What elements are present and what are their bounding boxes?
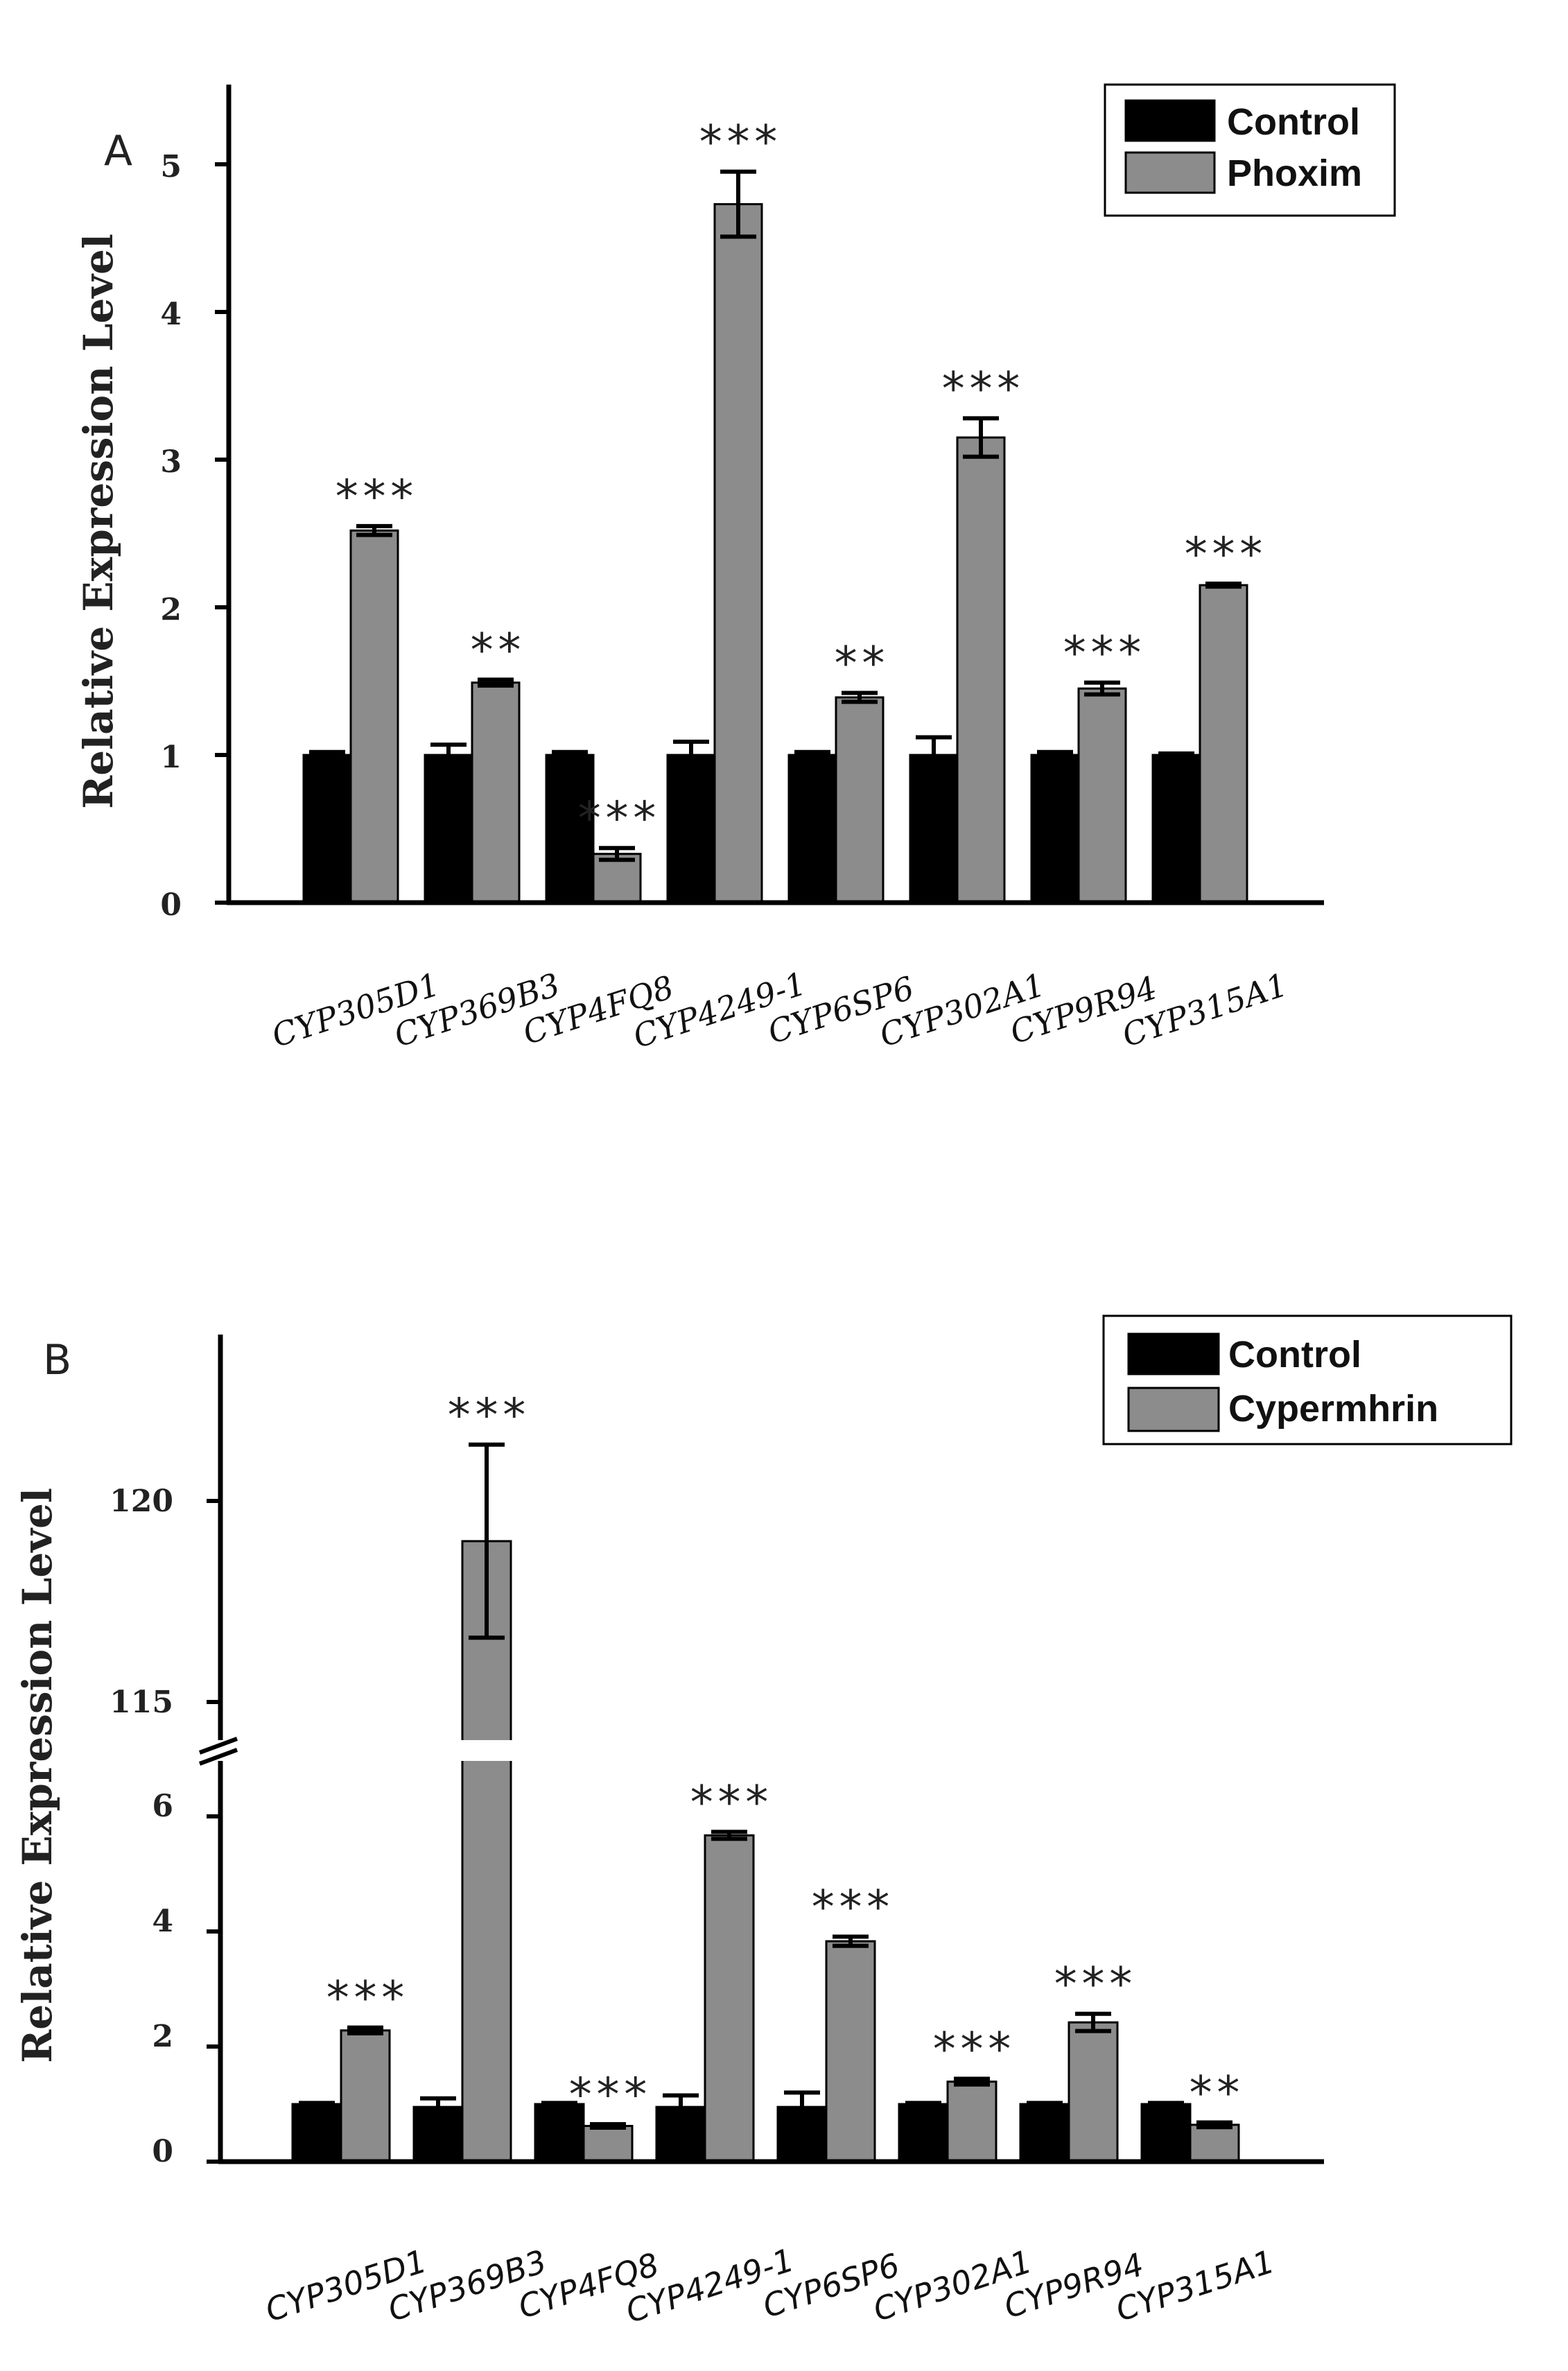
panel-a-ylabel: Relative Expression Level xyxy=(75,234,122,809)
bar-phoxim xyxy=(1077,687,1127,904)
bar-cypermhrin xyxy=(582,2125,634,2163)
bar-control xyxy=(1030,754,1080,904)
legend-label-control: Control xyxy=(1228,1334,1361,1375)
bar-control xyxy=(545,754,595,904)
bar-phoxim xyxy=(835,696,885,904)
significance-label: *** xyxy=(930,2022,1013,2076)
significance-label: *** xyxy=(333,470,415,523)
bar-control xyxy=(424,754,473,904)
panel-b-axes xyxy=(198,1335,1324,2164)
legend-swatch-control xyxy=(1127,1332,1220,1375)
ytick: 115 xyxy=(110,1685,173,1720)
significance-label: *** xyxy=(1182,528,1264,581)
axis-break-gap xyxy=(460,1740,514,1761)
bar-cypermhrin xyxy=(461,1540,512,2163)
bar-cypermhrin xyxy=(1189,2124,1240,2163)
legend-swatch-control xyxy=(1124,99,1216,142)
legend-swatch-cypermhrin xyxy=(1127,1387,1220,1432)
bar-control xyxy=(1140,2103,1192,2163)
ytick: 4 xyxy=(160,297,182,332)
bar-phoxim xyxy=(713,203,763,904)
significance-label: ** xyxy=(468,623,523,677)
significance-label: *** xyxy=(809,1880,891,1934)
ytick: 5 xyxy=(160,149,182,184)
ytick: 1 xyxy=(160,740,182,775)
bar-control xyxy=(666,754,716,904)
bar-phoxim xyxy=(1199,584,1248,904)
ytick: 6 xyxy=(152,1789,173,1824)
panel-a-bars: ********************** xyxy=(302,116,1265,904)
panel-a: A Relative Expression Level 0 1 2 3 4 5 … xyxy=(75,83,1396,1055)
panel-b-xlabels: CYP305D1CYP369B3CYP4FQ8CYP4249-1CYP6SP6C… xyxy=(261,2241,1278,2330)
panel-b-ylabel: Relative Expression Level xyxy=(14,1488,61,2063)
panel-b: B Relative Expression Level 0 2 4 6 115 … xyxy=(14,1314,1513,2330)
bar-cypermhrin xyxy=(1068,2021,1119,2163)
significance-label: *** xyxy=(445,1389,528,1442)
legend-label-cypermhrin: Cypermhrin xyxy=(1228,1388,1438,1430)
significance-label: *** xyxy=(1061,627,1143,680)
bar-cypermhrin xyxy=(704,1834,755,2163)
ytick: 2 xyxy=(160,592,182,627)
significance-label: *** xyxy=(1052,1958,1134,2011)
significance-label: *** xyxy=(697,116,779,169)
bar-control xyxy=(1019,2103,1070,2163)
significance-label: *** xyxy=(688,1775,770,1829)
panel-a-xlabels: CYP305D1CYP369B3CYP4FQ8CYP4249-1CYP6SP6C… xyxy=(268,964,1292,1055)
panel-a-legend: Control Phoxim xyxy=(1104,83,1396,217)
bar-cypermhrin xyxy=(946,2081,998,2163)
ytick: 2 xyxy=(152,2019,173,2054)
ytick: 3 xyxy=(160,444,182,480)
panel-a-axes xyxy=(215,85,1324,905)
legend-swatch-phoxim xyxy=(1124,151,1216,194)
panel-b-legend: Control Cypermhrin xyxy=(1102,1314,1513,1445)
bar-control xyxy=(302,754,352,904)
bar-phoxim xyxy=(349,529,399,904)
axis-break-mark xyxy=(198,1748,238,1766)
significance-label: *** xyxy=(939,362,1022,415)
bar-phoxim xyxy=(956,436,1006,904)
significance-label: *** xyxy=(575,792,658,845)
significance-label: ** xyxy=(1187,2067,1242,2120)
bar-control xyxy=(898,2103,949,2163)
significance-label: *** xyxy=(324,1972,406,2025)
bar-control xyxy=(1151,754,1201,904)
panel-a-yticks: 0 1 2 3 4 5 xyxy=(160,149,182,923)
legend-label-phoxim: Phoxim xyxy=(1227,153,1362,194)
panel-b-letter: B xyxy=(43,1336,71,1384)
significance-label: ** xyxy=(832,637,887,691)
legend-label-control: Control xyxy=(1227,101,1360,143)
axis-break-mark xyxy=(198,1737,238,1755)
bar-control xyxy=(787,754,837,904)
panel-b-yticks: 0 2 4 6 115 120 xyxy=(110,1484,173,2169)
bar-phoxim xyxy=(471,681,521,904)
panel-a-letter: A xyxy=(104,127,132,175)
bar-control xyxy=(909,754,959,904)
bar-cypermhrin xyxy=(825,1940,876,2163)
ytick: 120 xyxy=(110,1484,173,1519)
bar-cypermhrin xyxy=(340,2029,391,2163)
significance-label: *** xyxy=(566,2068,649,2121)
panel-b-bars: *********************** xyxy=(291,1389,1242,2163)
ytick: 0 xyxy=(152,2134,173,2169)
bar-control xyxy=(291,2103,342,2163)
ytick: 0 xyxy=(160,887,182,923)
ytick: 4 xyxy=(152,1904,173,1939)
